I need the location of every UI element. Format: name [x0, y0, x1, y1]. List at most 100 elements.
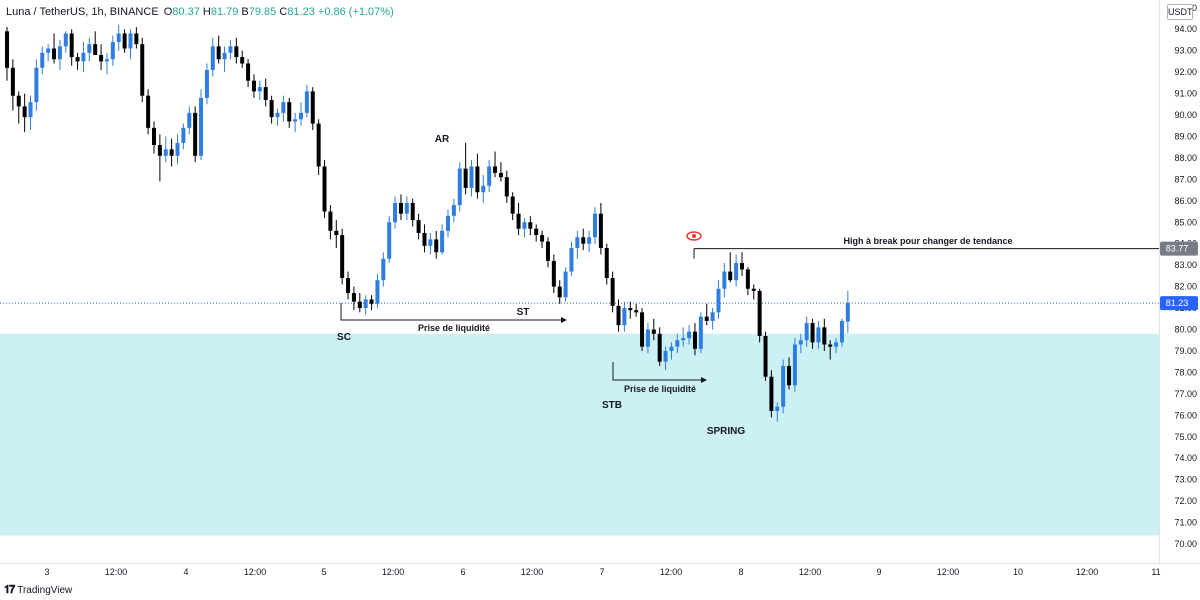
candle-body [87, 44, 92, 53]
price-tick: 88.00 [1174, 153, 1197, 163]
candle [651, 318, 656, 341]
candle [257, 80, 262, 100]
candle-body [281, 102, 286, 113]
candle [610, 271, 615, 313]
candle-body [334, 230, 339, 236]
candle [187, 106, 192, 135]
price-tick: 70.00 [1174, 539, 1197, 549]
price-tick: 78.00 [1174, 367, 1197, 377]
candle [281, 95, 286, 122]
open-label: O [163, 6, 173, 18]
candle-body [22, 106, 27, 118]
candle [745, 267, 750, 296]
current-price-tag: 81.23 [1160, 296, 1198, 311]
tradingview-logo-icon: 𝟏𝟕 [4, 584, 15, 596]
candle [563, 267, 568, 302]
candle [169, 138, 174, 167]
candle-body [10, 67, 15, 96]
candle [675, 333, 680, 354]
candle-body [834, 342, 839, 347]
candle [63, 31, 68, 53]
time-axis[interactable]: 3 12:00 4 12:00 5 12:00 6 12:00 7 12:00 8 12:00 9 12:… [44, 567, 1160, 577]
candles[interactable] [5, 24, 850, 422]
candle-body [446, 215, 450, 231]
candle [416, 213, 421, 240]
candle [152, 121, 156, 154]
candle [122, 29, 127, 53]
candle [216, 35, 221, 64]
candle [698, 312, 703, 354]
price-tick: 92.00 [1174, 67, 1197, 77]
candle-body [263, 87, 268, 100]
candle [681, 327, 686, 347]
candle [222, 46, 227, 73]
candle [716, 280, 721, 319]
candle [775, 402, 780, 422]
symbol-legend: Luna / TetherUS, 1h, BINANCE O80.37 H81.… [6, 6, 394, 18]
candle-body [57, 46, 62, 60]
candle [81, 42, 86, 73]
candle-body [140, 44, 145, 96]
candle [634, 303, 639, 317]
candle-body [781, 365, 786, 407]
candle-body [469, 166, 474, 188]
candle-body [716, 288, 721, 313]
candle-body [545, 241, 550, 261]
current-price-label: 81.23 [1166, 298, 1189, 308]
time-tick: 12:00 [660, 567, 683, 577]
candle [522, 217, 527, 238]
annotations: AR SC ST STB SPRING Prise de liquidité Prise d… [337, 134, 1159, 437]
candle [622, 301, 627, 332]
candle [69, 29, 74, 66]
candle [140, 37, 145, 103]
high-label: H [202, 6, 211, 18]
candle-body [287, 102, 292, 122]
candle [99, 44, 104, 70]
candle [269, 95, 274, 124]
candle-body [728, 271, 733, 281]
candle-body [299, 112, 303, 120]
candle-body [787, 365, 792, 386]
candle [493, 151, 498, 178]
candle [293, 112, 298, 133]
candle-body [187, 112, 192, 128]
candle [428, 232, 433, 255]
time-tick: 12:00 [1076, 567, 1099, 577]
candle [457, 162, 462, 212]
candle [404, 196, 409, 221]
candle-body [275, 112, 280, 118]
candle-body [322, 166, 327, 212]
price-tick: 77.00 [1174, 389, 1197, 399]
candle-body [357, 301, 362, 309]
candle [657, 327, 662, 366]
time-tick: 12:00 [244, 567, 267, 577]
candle [769, 370, 774, 418]
candle [751, 284, 756, 300]
tradingview-logo[interactable]: 𝟏𝟕 TradingView [4, 584, 72, 597]
candle [616, 299, 621, 332]
symbol-title[interactable]: Luna / TetherUS, 1h, BINANCE [6, 6, 159, 18]
currency-button[interactable]: USDT [1167, 4, 1193, 20]
candle-body [52, 48, 57, 60]
change-value: +0.86 (+1.07%) [317, 6, 394, 18]
candle-body [193, 112, 198, 156]
candle-body [163, 149, 168, 156]
candle [551, 254, 556, 294]
time-tick: 10 [1013, 567, 1023, 577]
candle [792, 338, 797, 392]
candle [22, 93, 27, 133]
candle-body [393, 202, 398, 223]
candle-body [293, 119, 298, 122]
candle [157, 134, 162, 182]
candle-body [628, 308, 633, 311]
price-axis[interactable]: 95.0094.0093.0092.0091.0090.0089.0088.00… [1174, 3, 1197, 549]
candle-body [257, 87, 262, 92]
time-tick: 8 [738, 567, 743, 577]
candle-body [698, 316, 703, 349]
candle-body [640, 312, 645, 347]
candle [334, 220, 339, 248]
candle-body [5, 31, 9, 68]
time-tick: 12:00 [382, 567, 405, 577]
price-tick: 74.00 [1174, 453, 1197, 463]
